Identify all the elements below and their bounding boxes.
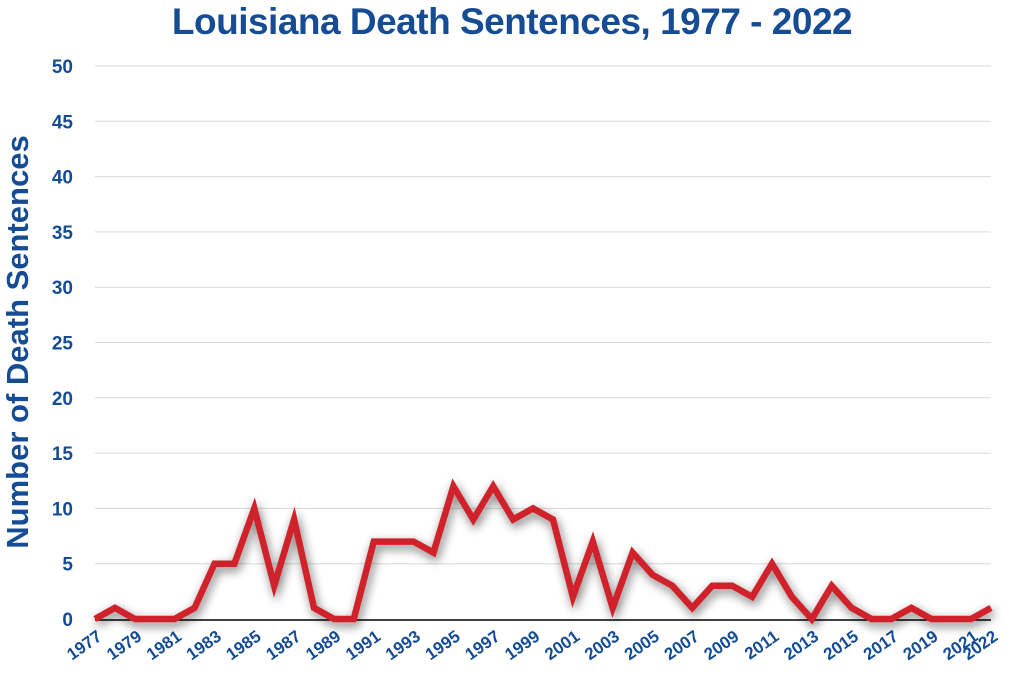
x-tick-label: 1977 bbox=[63, 627, 105, 664]
y-tick-label: 35 bbox=[52, 223, 74, 244]
x-tick-label: 1987 bbox=[263, 627, 305, 664]
y-tick-label: 5 bbox=[62, 555, 73, 576]
x-tick-label: 2007 bbox=[661, 627, 703, 664]
x-tick-label: 2009 bbox=[701, 627, 743, 664]
x-tick-label: 2017 bbox=[860, 627, 902, 664]
x-tick-label: 2001 bbox=[541, 627, 583, 664]
x-tick-label: 2015 bbox=[820, 627, 862, 664]
x-tick-label: 1997 bbox=[462, 627, 504, 664]
y-tick-label: 25 bbox=[52, 334, 74, 355]
grid-lines bbox=[95, 65, 991, 565]
y-axis-ticks: 0 5 10 15 20 25 30 35 40 45 50 bbox=[52, 57, 74, 631]
x-tick-label: 1981 bbox=[143, 627, 185, 664]
x-tick-label: 1993 bbox=[382, 627, 424, 664]
x-tick-label: 1989 bbox=[302, 627, 344, 664]
x-tick-label: 1991 bbox=[342, 627, 384, 664]
series-layer bbox=[93, 478, 993, 625]
y-axis-title: Number of Death Sentences bbox=[0, 135, 35, 548]
x-tick-label: 2003 bbox=[581, 627, 623, 664]
y-tick-label: 10 bbox=[52, 499, 73, 520]
y-tick-label: 40 bbox=[52, 168, 73, 189]
x-tick-label: 1995 bbox=[422, 627, 464, 664]
x-tick-label: 1999 bbox=[501, 627, 543, 664]
x-tick-label: 2019 bbox=[900, 627, 942, 664]
y-tick-label: 30 bbox=[52, 278, 73, 299]
x-tick-label: 2013 bbox=[780, 627, 822, 664]
x-tick-label: 2011 bbox=[741, 627, 782, 664]
y-tick-label: 45 bbox=[52, 112, 74, 133]
y-tick-label: 15 bbox=[52, 444, 74, 465]
y-tick-label: 0 bbox=[62, 610, 73, 631]
x-tick-label: 1979 bbox=[103, 627, 145, 664]
x-axis-ticks: 1977197919811983198519871989199119931995… bbox=[63, 627, 1001, 664]
x-tick-label: 2005 bbox=[621, 627, 663, 664]
series-line-0 bbox=[93, 478, 993, 625]
x-tick-label: 1983 bbox=[183, 627, 225, 664]
y-tick-label: 50 bbox=[52, 57, 73, 78]
x-tick-label: 1985 bbox=[223, 627, 265, 664]
chart-title: Louisiana Death Sentences, 1977 - 2022 bbox=[171, 1, 853, 42]
y-tick-label: 20 bbox=[52, 389, 73, 410]
